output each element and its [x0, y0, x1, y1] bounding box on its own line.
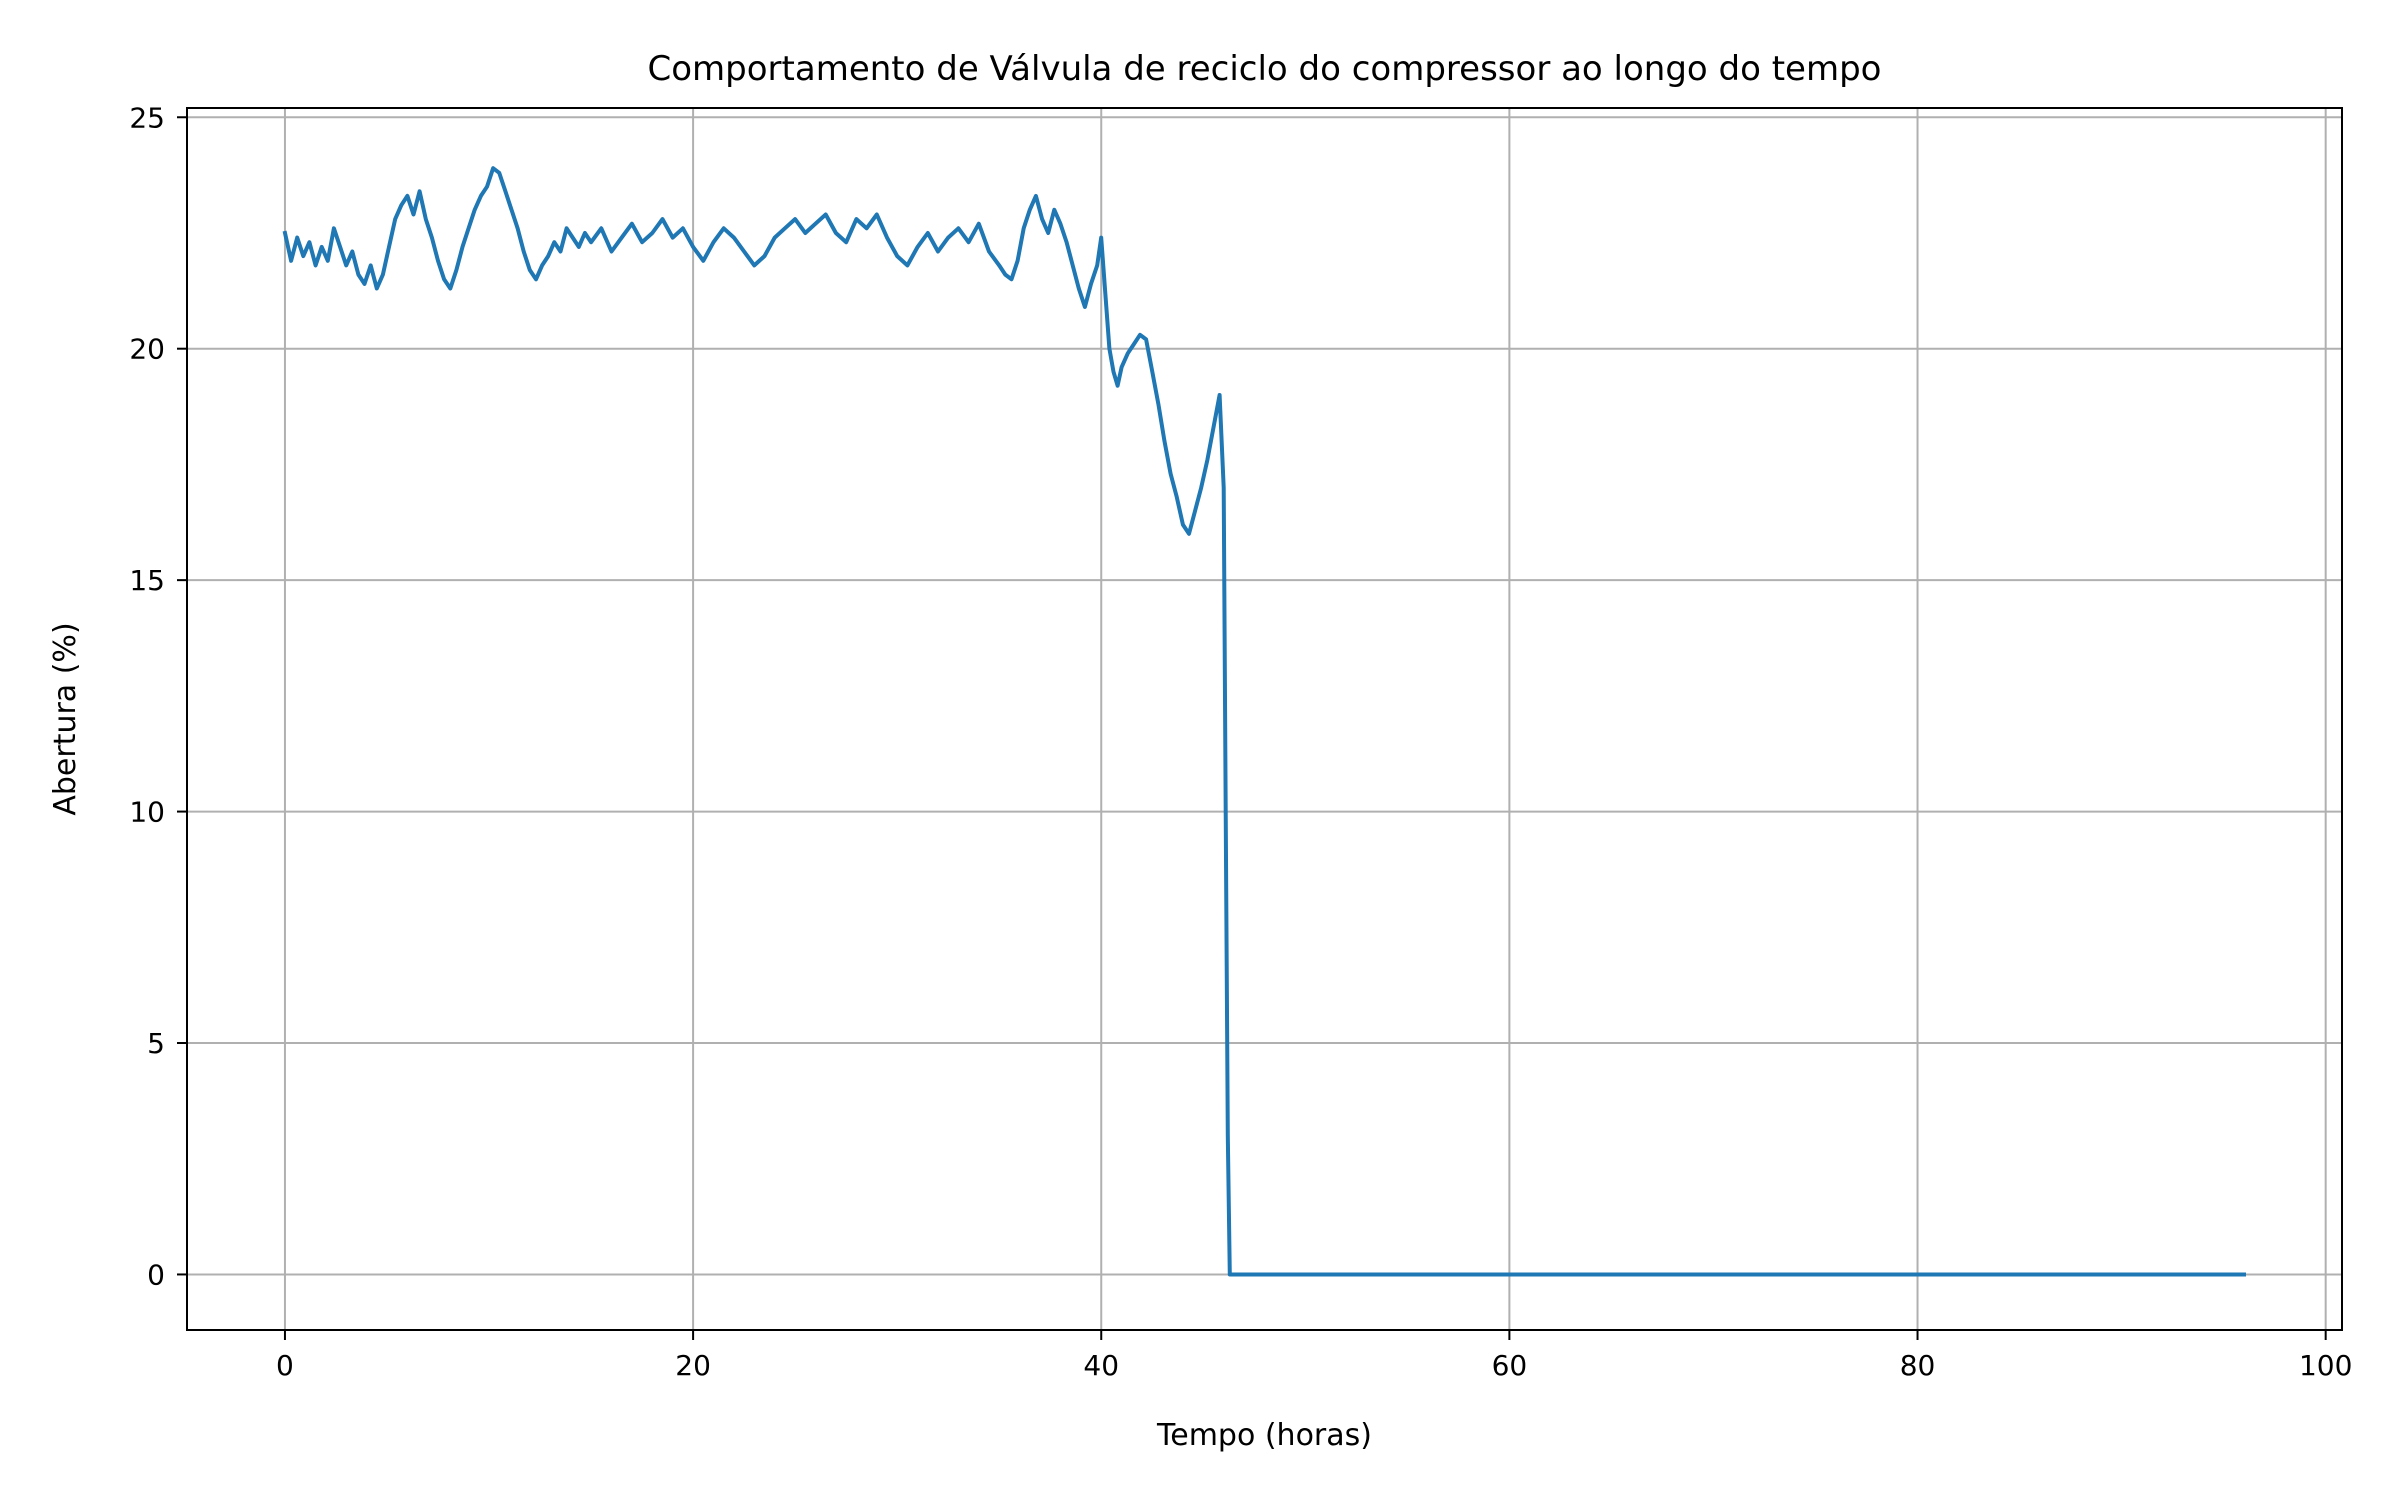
x-tick-label: 100 [2299, 1349, 2352, 1382]
y-tick-label: 20 [129, 333, 165, 366]
plot-frame [186, 107, 2343, 1331]
x-tick-label: 80 [1900, 1349, 1936, 1382]
x-tick-label: 60 [1492, 1349, 1528, 1382]
y-tick-label: 0 [147, 1258, 165, 1291]
series-line [282, 166, 2246, 1277]
x-tick-label: 40 [1083, 1349, 1119, 1382]
series-layer [282, 166, 2246, 1277]
y-tick-label: 15 [129, 564, 165, 597]
y-tick-label: 5 [147, 1027, 165, 1060]
chart-title: Comportamento de Válvula de reciclo do c… [648, 49, 1882, 89]
x-tick-label: 0 [276, 1349, 294, 1382]
x-tick-label: 20 [675, 1349, 711, 1382]
y-tick-label: 25 [129, 101, 165, 134]
y-axis-label: Abertura (%) [48, 622, 83, 815]
y-tick-label: 10 [129, 796, 165, 829]
x-axis-label: Tempo (horas) [1156, 1418, 1372, 1453]
axis-ticks: 0 20 40 60 80 100 0 5 10 15 20 25 [129, 101, 2352, 1382]
